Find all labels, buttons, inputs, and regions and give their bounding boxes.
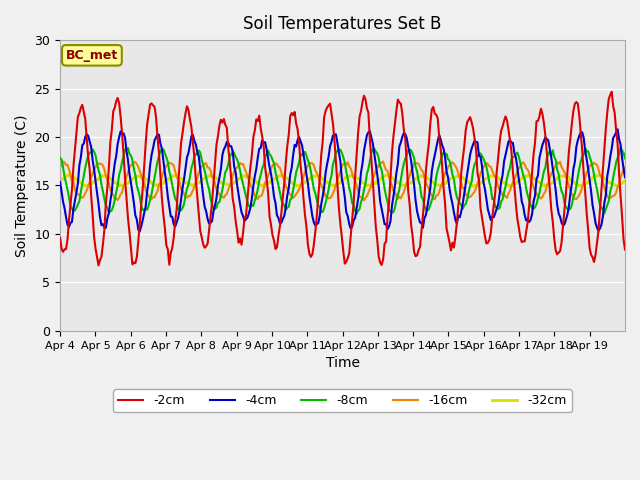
-2cm xyxy=(620,236,627,242)
Line: -32cm: -32cm xyxy=(60,174,625,186)
-8cm xyxy=(617,144,625,150)
-4cm xyxy=(614,126,621,132)
-8cm xyxy=(76,198,83,204)
-16cm xyxy=(546,175,554,181)
-4cm xyxy=(76,163,83,168)
Y-axis label: Soil Temperature (C): Soil Temperature (C) xyxy=(15,114,29,257)
-16cm xyxy=(360,197,368,203)
-16cm xyxy=(347,166,355,171)
-16cm xyxy=(93,161,101,167)
-4cm xyxy=(460,191,468,196)
-2cm xyxy=(460,144,468,150)
Line: -8cm: -8cm xyxy=(60,147,625,214)
X-axis label: Time: Time xyxy=(326,356,360,370)
-2cm xyxy=(348,216,356,222)
-16cm xyxy=(462,192,470,197)
Line: -4cm: -4cm xyxy=(60,129,625,231)
-32cm xyxy=(56,178,64,183)
-32cm xyxy=(348,172,356,178)
-8cm xyxy=(460,203,468,208)
-32cm xyxy=(76,179,83,184)
-32cm xyxy=(93,177,101,182)
Title: Soil Temperatures Set B: Soil Temperatures Set B xyxy=(243,15,442,33)
Text: BC_met: BC_met xyxy=(66,49,118,62)
-32cm xyxy=(173,171,180,177)
-2cm xyxy=(545,170,552,176)
-32cm xyxy=(621,178,629,184)
-2cm xyxy=(76,110,83,116)
-4cm xyxy=(545,138,552,144)
-4cm xyxy=(56,179,64,185)
-4cm xyxy=(621,174,629,180)
-4cm xyxy=(93,190,101,195)
-8cm xyxy=(621,156,629,161)
-8cm xyxy=(545,151,552,157)
-4cm xyxy=(620,166,627,171)
-16cm xyxy=(56,164,64,170)
-8cm xyxy=(56,155,64,161)
-2cm xyxy=(621,247,629,252)
-16cm xyxy=(621,165,629,170)
-2cm xyxy=(56,235,64,241)
-2cm xyxy=(93,254,101,260)
-16cm xyxy=(76,192,83,198)
-8cm xyxy=(347,191,355,196)
-8cm xyxy=(93,160,101,166)
-2cm xyxy=(608,89,616,95)
-4cm xyxy=(348,224,356,229)
Line: -2cm: -2cm xyxy=(60,92,625,265)
Line: -16cm: -16cm xyxy=(60,162,625,200)
-32cm xyxy=(506,183,514,189)
-16cm xyxy=(620,167,627,172)
-32cm xyxy=(546,182,554,188)
-4cm xyxy=(136,228,143,234)
-16cm xyxy=(380,159,387,165)
-32cm xyxy=(460,177,468,182)
Legend: -2cm, -4cm, -8cm, -16cm, -32cm: -2cm, -4cm, -8cm, -16cm, -32cm xyxy=(113,389,572,412)
-8cm xyxy=(353,211,360,217)
-8cm xyxy=(620,150,627,156)
-2cm xyxy=(95,263,102,268)
-32cm xyxy=(620,179,627,185)
